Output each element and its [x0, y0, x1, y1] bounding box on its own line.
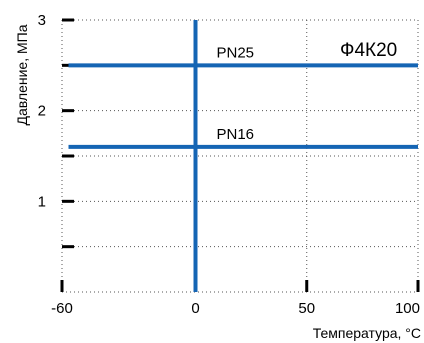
- x-tick-label: 0: [191, 300, 199, 317]
- x-tick-label: -60: [51, 300, 73, 317]
- chart-title: Ф4К20: [340, 40, 397, 61]
- series-label-pn16: PN16: [217, 126, 255, 143]
- labels: 1 2 3 -60 0 50 100 PN25 PN16: [38, 12, 420, 317]
- x-axis-title: Температура, °С: [313, 325, 421, 341]
- y-tick-label: 2: [38, 103, 46, 120]
- y-tick-label: 1: [38, 193, 46, 210]
- y-axis-title: Давление, МПа: [14, 24, 30, 125]
- series: [68, 20, 418, 292]
- series-label-pn25: PN25: [217, 44, 255, 61]
- y-tick-label: 3: [38, 12, 46, 29]
- x-tick-label: 50: [298, 300, 315, 317]
- x-tick-label: 100: [395, 300, 420, 317]
